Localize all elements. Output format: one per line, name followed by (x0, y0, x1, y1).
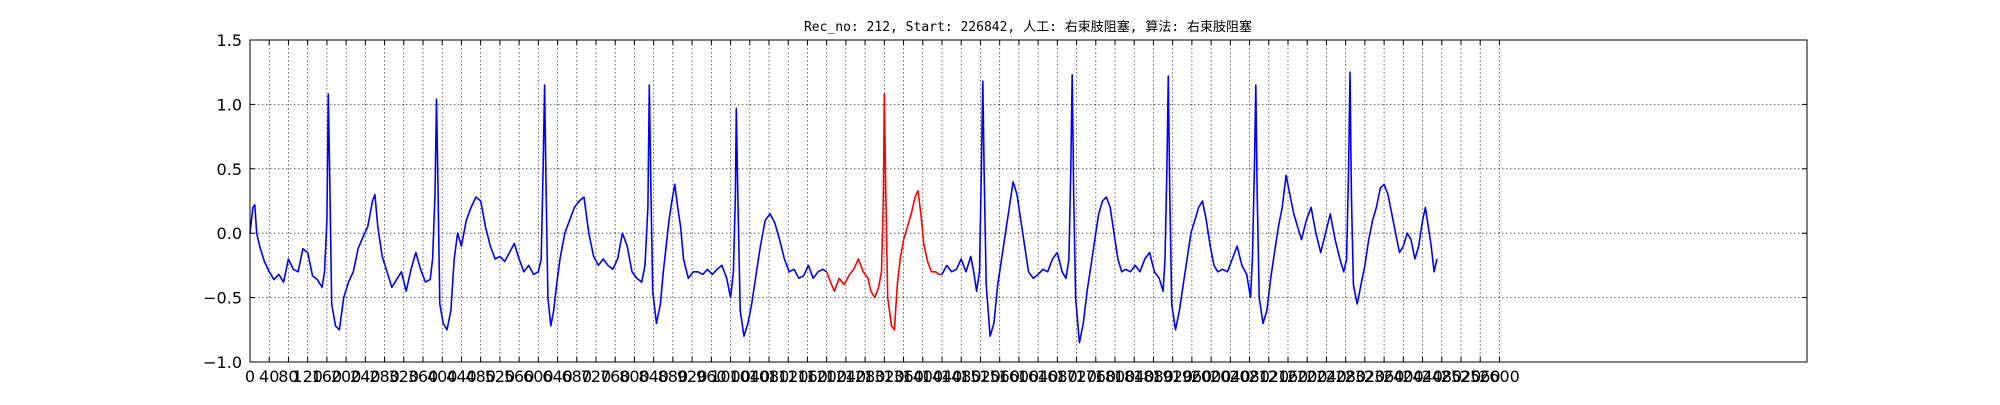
x-tick-label: 80 (278, 367, 298, 386)
x-tick-label: 2600 (1479, 367, 1520, 386)
x-tick-label: 920 (677, 367, 708, 386)
x-tick-label: 1840 (1114, 367, 1155, 386)
x-tick-label: 1760 (1075, 367, 1116, 386)
x-tick-label: 1520 (960, 367, 1001, 386)
x-tick-label: 480 (465, 367, 496, 386)
ecg-highlight-segment (825, 93, 942, 331)
x-tick-label: 1360 (883, 367, 924, 386)
x-tick-label: 2240 (1306, 367, 1347, 386)
x-tick-label: 2560 (1460, 367, 1501, 386)
x-tick-label: 440 (446, 367, 477, 386)
x-tick-label: 40 (259, 367, 279, 386)
y-tick-label: 0.0 (217, 224, 242, 243)
x-tick-label: 200 (331, 367, 362, 386)
x-tick-label: 960 (696, 367, 727, 386)
ecg-signal-segment-1 (249, 84, 828, 337)
x-tick-label: 760 (600, 367, 631, 386)
x-tick-label: 720 (581, 367, 612, 386)
x-tick-label: 640 (542, 367, 573, 386)
x-tick-label: 1640 (1018, 367, 1059, 386)
y-tick-layer: −1.0 −0.5 0.0 0.5 1.0 1.5 (203, 31, 1807, 372)
x-tick-label: 1560 (979, 367, 1020, 386)
x-tick-label: 2040 (1210, 367, 1251, 386)
y-tick-label: 0.5 (217, 160, 242, 179)
x-tick-label: 1920 (1152, 367, 1193, 386)
x-tick-label: 1480 (941, 367, 982, 386)
x-tick-label: 560 (504, 367, 535, 386)
chart-title: Rec_no: 212, Start: 226842, 人工: 右束肢阻塞, 算… (804, 19, 1252, 35)
x-tick-label: 160 (312, 367, 343, 386)
x-tick-label: 1240 (826, 367, 867, 386)
x-tick-label: 2200 (1287, 367, 1328, 386)
x-tick-label: 1000 (710, 367, 751, 386)
x-tick-label: 2160 (1268, 367, 1309, 386)
y-tick-label: 1.0 (217, 95, 242, 114)
x-tick-label: 1320 (864, 367, 905, 386)
x-tick-label: 1600 (999, 367, 1040, 386)
x-tick-label: 1680 (1037, 367, 1078, 386)
x-tick-label: 600 (523, 367, 554, 386)
x-tick-label: 2440 (1402, 367, 1443, 386)
x-tick-label: 280 (369, 367, 400, 386)
plot-frame (249, 39, 1808, 363)
x-tick-label: 840 (638, 367, 669, 386)
x-tick-label: 1280 (845, 367, 886, 386)
x-tick-label: 520 (485, 367, 516, 386)
x-tick-label: 1960 (1172, 367, 1213, 386)
x-tick-label: 1720 (1056, 367, 1097, 386)
x-tick-label: 2080 (1229, 367, 1270, 386)
x-tick-label: 1880 (1133, 367, 1174, 386)
y-tick-label: 1.5 (217, 31, 242, 50)
x-tick-label: 800 (619, 367, 650, 386)
x-tick-label: 1440 (922, 367, 963, 386)
x-tick-label: 2400 (1383, 367, 1424, 386)
x-tick-label: 1160 (787, 367, 828, 386)
x-tick-label: 2320 (1345, 367, 1386, 386)
ecg-signal-segment-3 (941, 71, 1438, 344)
x-tick-label: 1080 (749, 367, 790, 386)
x-tick-label: 2000 (1191, 367, 1232, 386)
x-tick-label: 1400 (902, 367, 943, 386)
x-tick-label: 680 (562, 367, 593, 386)
x-tick-label: 360 (408, 367, 439, 386)
x-tick-layer: 0 408012016020024028032036040044048052056… (245, 40, 1520, 386)
x-tick-label: 2280 (1325, 367, 1366, 386)
x-tick-label: 1120 (768, 367, 809, 386)
y-tick-label: −0.5 (203, 289, 242, 308)
x-tick-label: 400 (427, 367, 458, 386)
x-tick-label: 320 (389, 367, 420, 386)
x-tick-label: 120 (292, 367, 323, 386)
x-tick-label: 1800 (1095, 367, 1136, 386)
x-tick-label: 240 (350, 367, 381, 386)
x-tick-label: 2520 (1441, 367, 1482, 386)
x-tick-label: 2120 (1248, 367, 1289, 386)
x-tick-label: 0 (245, 367, 255, 386)
x-tick-label: 880 (658, 367, 689, 386)
y-tick-label: −1.0 (203, 353, 242, 372)
x-tick-label: 2360 (1364, 367, 1405, 386)
x-tick-label: 2480 (1421, 367, 1462, 386)
x-tick-label: 1200 (806, 367, 847, 386)
series-layer (249, 71, 1438, 344)
x-tick-label: 1040 (729, 367, 770, 386)
